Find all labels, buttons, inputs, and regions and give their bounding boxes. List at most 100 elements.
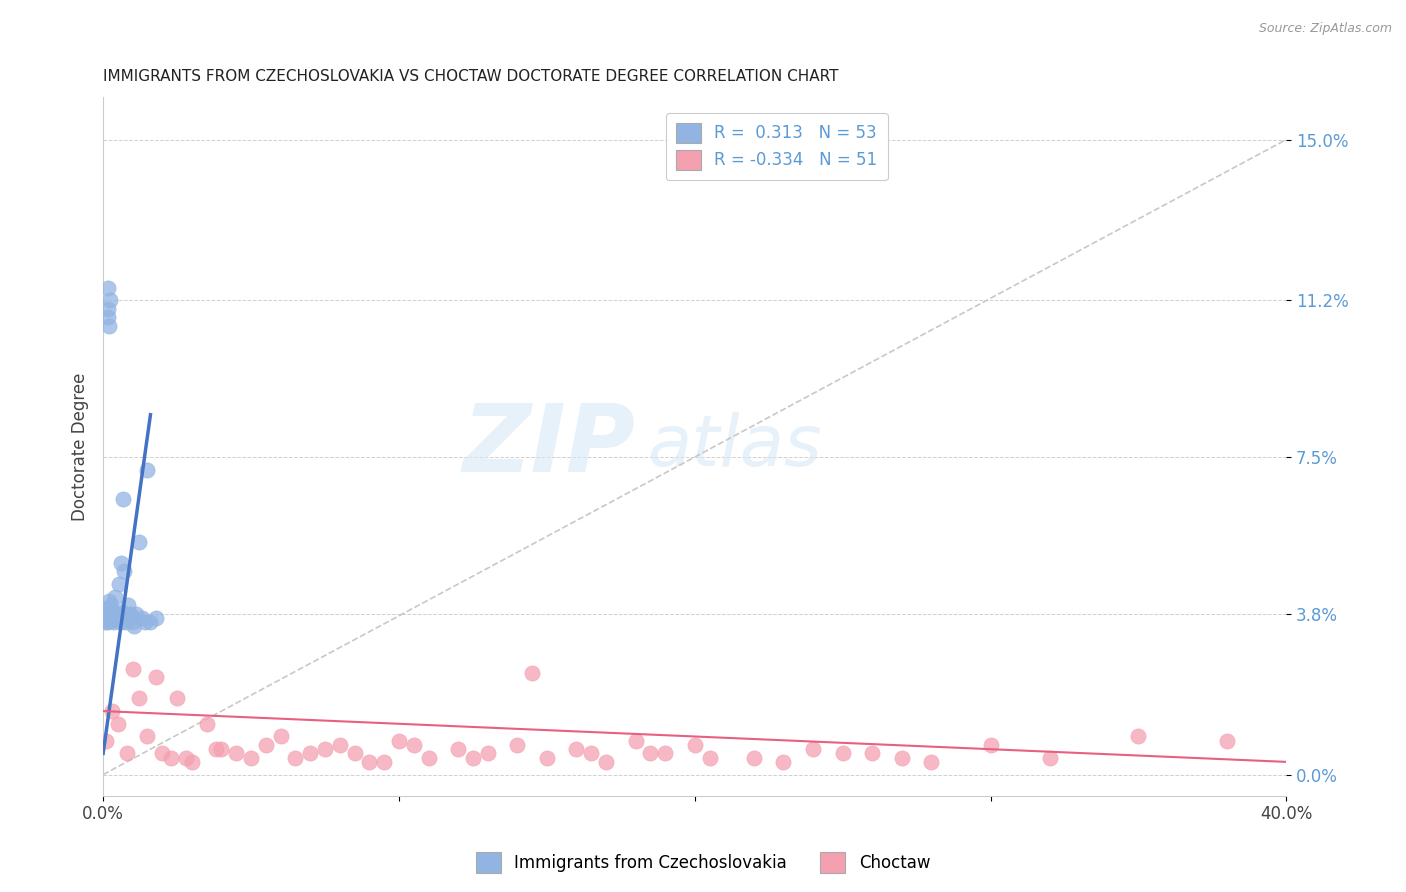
Point xyxy=(373,755,395,769)
Point xyxy=(98,594,121,608)
Point xyxy=(801,742,824,756)
Point xyxy=(890,750,912,764)
Point xyxy=(683,738,706,752)
Point xyxy=(121,615,143,630)
Point xyxy=(107,716,129,731)
Point xyxy=(359,755,381,769)
Point xyxy=(100,607,122,621)
Point xyxy=(96,607,118,621)
Point xyxy=(166,691,188,706)
Point xyxy=(97,615,120,630)
Point xyxy=(136,730,159,744)
Point xyxy=(624,733,647,747)
Point xyxy=(105,611,128,625)
Point xyxy=(565,742,588,756)
Point xyxy=(97,608,120,623)
Point xyxy=(595,755,617,769)
Point xyxy=(160,750,183,764)
Point xyxy=(139,615,162,630)
Point xyxy=(343,747,366,761)
Point xyxy=(104,590,127,604)
Point xyxy=(105,607,128,621)
Point xyxy=(93,615,115,630)
Legend: Immigrants from Czechoslovakia, Choctaw: Immigrants from Czechoslovakia, Choctaw xyxy=(470,846,936,880)
Point xyxy=(254,738,277,752)
Point xyxy=(131,611,153,625)
Point xyxy=(110,611,132,625)
Point xyxy=(94,611,117,625)
Point xyxy=(211,742,233,756)
Text: IMMIGRANTS FROM CZECHOSLOVAKIA VS CHOCTAW DOCTORATE DEGREE CORRELATION CHART: IMMIGRANTS FROM CZECHOSLOVAKIA VS CHOCTA… xyxy=(103,69,838,84)
Point xyxy=(654,747,676,761)
Point xyxy=(93,607,115,621)
Point xyxy=(860,747,883,761)
Point xyxy=(980,738,1002,752)
Point xyxy=(640,747,662,761)
Point xyxy=(134,615,156,630)
Point xyxy=(284,750,307,764)
Point xyxy=(96,613,118,627)
Point xyxy=(418,750,440,764)
Point xyxy=(447,742,470,756)
Point xyxy=(136,463,159,477)
Point xyxy=(831,747,853,761)
Point xyxy=(174,750,197,764)
Point xyxy=(270,730,292,744)
Point xyxy=(94,733,117,747)
Point xyxy=(314,742,336,756)
Point xyxy=(128,691,150,706)
Point xyxy=(204,742,226,756)
Point xyxy=(1128,730,1150,744)
Point xyxy=(115,747,138,761)
Point xyxy=(101,611,124,625)
Point xyxy=(121,662,143,676)
Point xyxy=(98,602,121,616)
Point xyxy=(1039,750,1062,764)
Point xyxy=(97,310,120,325)
Point xyxy=(225,747,247,761)
Point xyxy=(299,747,322,761)
Point xyxy=(536,750,558,764)
Point xyxy=(122,619,145,633)
Point xyxy=(120,608,142,623)
Point xyxy=(477,747,499,761)
Point xyxy=(100,599,122,613)
Point xyxy=(772,755,794,769)
Point xyxy=(101,607,124,621)
Point xyxy=(579,747,602,761)
Point xyxy=(115,615,138,630)
Point xyxy=(111,605,134,619)
Point xyxy=(145,670,167,684)
Point xyxy=(101,704,124,718)
Point xyxy=(94,607,117,621)
Point xyxy=(97,301,120,316)
Point xyxy=(920,755,942,769)
Point xyxy=(107,577,129,591)
Point xyxy=(388,733,411,747)
Point xyxy=(145,611,167,625)
Point xyxy=(195,716,218,731)
Text: Source: ZipAtlas.com: Source: ZipAtlas.com xyxy=(1258,22,1392,36)
Text: ZIP: ZIP xyxy=(463,401,636,492)
Point xyxy=(128,534,150,549)
Point xyxy=(699,750,721,764)
Point xyxy=(97,281,120,295)
Y-axis label: Doctorate Degree: Doctorate Degree xyxy=(72,372,89,521)
Point xyxy=(98,318,121,333)
Point xyxy=(94,611,117,625)
Point xyxy=(107,611,129,625)
Point xyxy=(118,607,141,621)
Point xyxy=(103,615,125,630)
Point xyxy=(742,750,765,764)
Point xyxy=(112,565,135,579)
Point xyxy=(108,607,131,621)
Point xyxy=(94,602,117,616)
Point xyxy=(461,750,484,764)
Point xyxy=(103,613,125,627)
Point xyxy=(112,492,135,507)
Point xyxy=(329,738,352,752)
Point xyxy=(506,738,529,752)
Text: atlas: atlas xyxy=(647,412,823,481)
Point xyxy=(97,602,120,616)
Point xyxy=(402,738,425,752)
